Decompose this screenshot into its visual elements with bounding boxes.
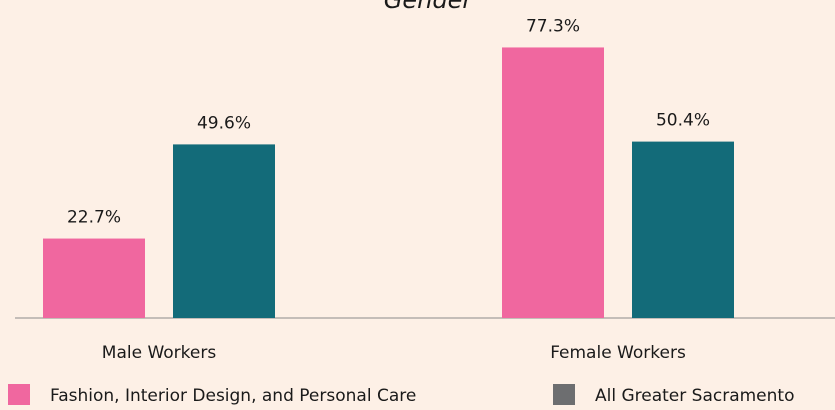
legend-label: Fashion, Interior Design, and Personal C… [50, 386, 416, 406]
x-tick-label: Female Workers [550, 343, 686, 363]
value-label: 50.4% [656, 111, 710, 131]
value-label: 77.3% [526, 16, 580, 36]
x-tick-label: Male Workers [102, 343, 217, 363]
legend-swatch [553, 384, 575, 405]
value-label: 49.6% [197, 113, 251, 133]
bar [502, 47, 604, 318]
chart-title: Gender [384, 0, 475, 14]
legend-swatch [8, 384, 30, 405]
legend-label: All Greater Sacramento [595, 386, 794, 406]
bar [173, 144, 275, 318]
bar [632, 141, 734, 318]
value-label: 22.7% [67, 208, 121, 228]
bar [43, 238, 145, 318]
